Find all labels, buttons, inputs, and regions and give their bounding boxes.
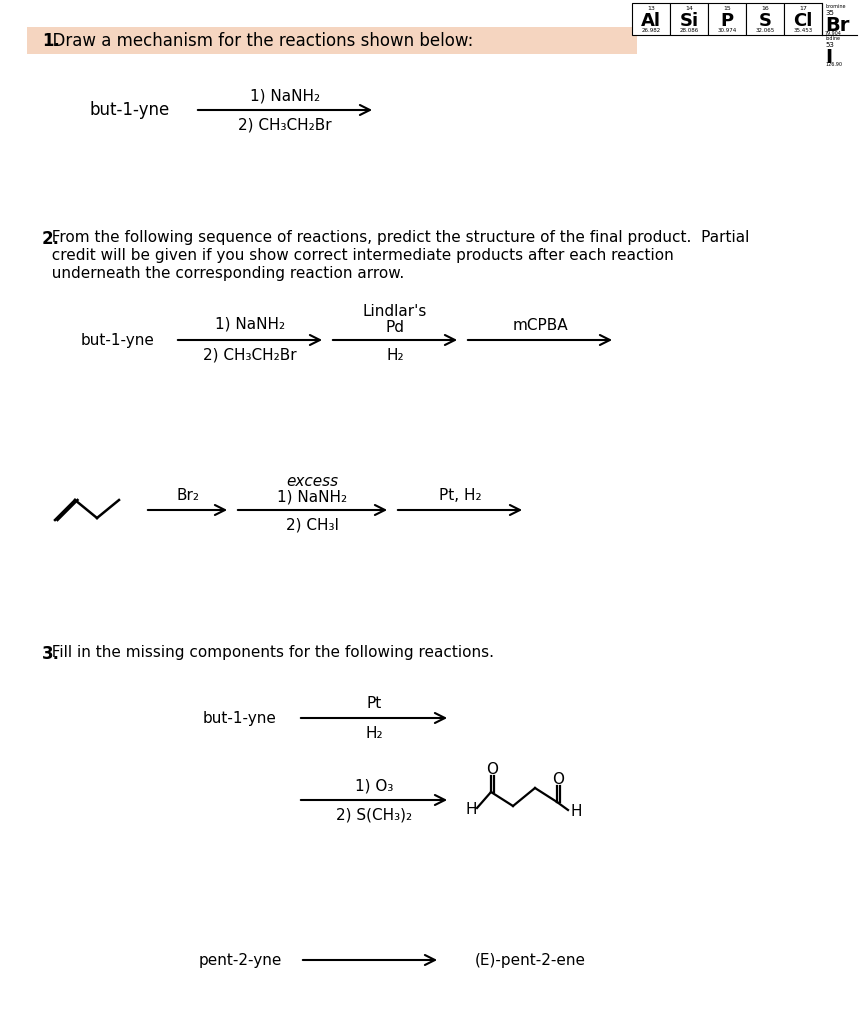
Text: I: I [825, 48, 832, 67]
Text: Br: Br [825, 16, 849, 35]
Text: 32.065: 32.065 [755, 29, 775, 34]
Text: 28.086: 28.086 [679, 29, 698, 34]
Text: underneath the corresponding reaction arrow.: underneath the corresponding reaction ar… [42, 266, 405, 281]
Text: 2) CH₃I: 2) CH₃I [286, 517, 339, 532]
Text: P: P [721, 12, 734, 30]
Text: but-1-yne: but-1-yne [90, 101, 170, 119]
Text: H: H [570, 805, 581, 819]
Text: 16: 16 [761, 6, 769, 11]
Text: 79.904: 79.904 [825, 31, 842, 36]
Bar [27, 27, 637, 54]
Text: H: H [466, 803, 477, 817]
Text: S: S [759, 12, 771, 30]
Text: 17: 17 [799, 6, 807, 11]
Text: 2) CH₃CH₂Br: 2) CH₃CH₂Br [203, 347, 297, 362]
Text: excess: excess [287, 474, 338, 489]
Text: Pd: Pd [386, 319, 405, 335]
Text: Br₂: Br₂ [176, 488, 199, 504]
Text: 1.: 1. [42, 32, 60, 49]
Text: 53: 53 [825, 42, 833, 48]
Text: Al: Al [641, 12, 661, 30]
Text: 15: 15 [723, 6, 731, 11]
Bar [708, 3, 746, 35]
Text: iodine: iodine [825, 36, 840, 41]
Text: (E)-pent-2-ene: (E)-pent-2-ene [474, 952, 585, 968]
Text: 13: 13 [647, 6, 655, 11]
Text: H₂: H₂ [365, 725, 383, 740]
Bar [746, 3, 784, 35]
Text: 2) CH₃CH₂Br: 2) CH₃CH₂Br [238, 118, 331, 132]
Text: 30.974: 30.974 [717, 29, 737, 34]
Text: 2.: 2. [42, 230, 60, 248]
Text: O: O [486, 763, 499, 777]
Text: 2) S(CH₃)₂: 2) S(CH₃)₂ [336, 808, 412, 822]
Text: pent-2-yne: pent-2-yne [198, 952, 282, 968]
Bar [632, 3, 670, 35]
Text: Pt: Pt [367, 696, 381, 712]
Text: Si: Si [679, 12, 698, 30]
Text: O: O [553, 772, 565, 787]
Text: Fill in the missing components for the following reactions.: Fill in the missing components for the f… [42, 645, 494, 660]
Text: Lindlar's: Lindlar's [362, 304, 427, 319]
Text: 1) NaNH₂: 1) NaNH₂ [250, 88, 320, 103]
Text: 1) O₃: 1) O₃ [355, 778, 393, 794]
Bar [784, 3, 822, 35]
Text: 1) NaNH₂: 1) NaNH₂ [215, 316, 285, 332]
Text: H₂: H₂ [387, 347, 404, 362]
Text: mCPBA: mCPBA [512, 318, 567, 334]
Bar [670, 3, 708, 35]
Text: but-1-yne: but-1-yne [81, 333, 155, 347]
Text: 14: 14 [685, 6, 693, 11]
Text: 35: 35 [825, 10, 833, 16]
Text: Pt, H₂: Pt, H₂ [439, 488, 481, 504]
Text: 35.453: 35.453 [793, 29, 813, 34]
Text: 26.982: 26.982 [641, 29, 660, 34]
Text: credit will be given if you show correct intermediate products after each reacti: credit will be given if you show correct… [42, 248, 674, 263]
Text: Cl: Cl [793, 12, 813, 30]
Text: Draw a mechanism for the reactions shown below:: Draw a mechanism for the reactions shown… [42, 32, 474, 49]
Text: but-1-yne: but-1-yne [203, 711, 277, 725]
Text: 1) NaNH₂: 1) NaNH₂ [277, 489, 348, 505]
Text: 3.: 3. [42, 645, 60, 663]
Text: 126.90: 126.90 [825, 62, 842, 67]
Text: From the following sequence of reactions, predict the structure of the final pro: From the following sequence of reactions… [42, 230, 749, 245]
Text: bromine: bromine [825, 4, 846, 9]
